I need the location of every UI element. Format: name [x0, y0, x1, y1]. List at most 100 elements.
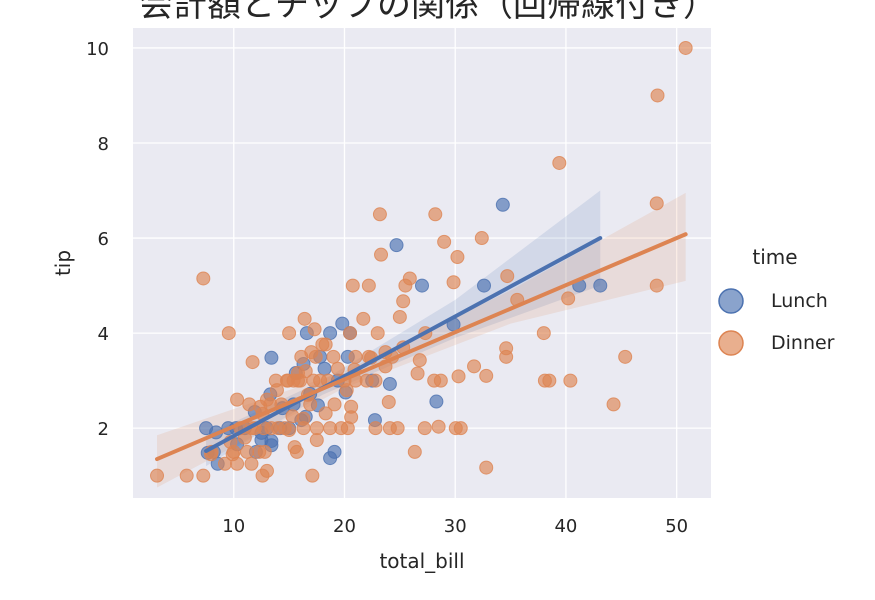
point-dinner: [606, 397, 621, 412]
point-dinner: [431, 419, 446, 434]
point-dinner: [561, 291, 576, 306]
point-dinner: [307, 322, 322, 337]
point-dinner: [230, 392, 245, 407]
point-dinner: [650, 88, 665, 103]
point-dinner: [372, 207, 387, 222]
point-dinner: [407, 444, 422, 459]
point-dinner: [500, 269, 515, 284]
point-lunch: [327, 444, 342, 459]
point-dinner: [396, 294, 411, 309]
point-lunch: [254, 433, 269, 448]
point-dinner: [323, 421, 338, 436]
point-dinner: [196, 271, 211, 286]
point-dinner: [398, 278, 413, 293]
point-dinner: [427, 373, 442, 388]
point-dinner: [345, 278, 360, 293]
y-tick-label: 4: [98, 324, 109, 345]
point-lunch: [415, 278, 429, 293]
point-dinner: [287, 440, 302, 455]
point-lunch: [317, 361, 332, 376]
regression-line-dinner: [155, 232, 688, 462]
y-tick-label: 6: [98, 229, 109, 250]
point-dinner: [649, 196, 664, 211]
tick-labels: 10 20 30 40 50 2 4 6 8 10: [86, 39, 688, 537]
point-dinner: [678, 40, 693, 55]
point-dinner: [437, 234, 452, 249]
point-dinner: [382, 421, 397, 436]
point-dinner: [257, 444, 272, 459]
chart-title: 会計額とチップの関係（回帰線付き）: [139, 0, 717, 25]
legend-marker-lunch: [718, 288, 744, 314]
point-dinner: [297, 311, 312, 326]
point-dinner: [305, 468, 320, 483]
point-dinner: [230, 456, 245, 471]
point-dinner: [499, 341, 514, 356]
point-dinner: [479, 368, 494, 383]
point-dinner: [304, 345, 319, 360]
point-dinner: [259, 463, 274, 478]
point-dinner: [344, 410, 359, 425]
point-dinner: [318, 406, 333, 421]
point-dinner: [240, 444, 255, 459]
point-dinner: [244, 456, 259, 471]
point-dinner: [537, 373, 552, 388]
point-dinner: [339, 383, 354, 398]
point-dinner: [417, 421, 432, 436]
point-dinner: [326, 349, 341, 364]
point-lunch: [495, 197, 510, 212]
point-dinner: [298, 364, 313, 379]
point-dinner: [348, 349, 363, 364]
point-lunch: [264, 350, 279, 365]
point-dinner: [309, 433, 324, 448]
point-dinner: [315, 337, 330, 352]
regression-lines: [155, 232, 688, 462]
point-lunch: [335, 316, 350, 331]
y-tick-label: 2: [98, 419, 109, 440]
point-dinner: [563, 373, 578, 388]
point-dinner: [296, 411, 311, 426]
point-dinner: [450, 250, 465, 265]
point-dinner: [370, 326, 385, 341]
x-tick-label: 50: [665, 516, 688, 537]
y-tick-label: 8: [98, 134, 109, 155]
point-dinner: [269, 383, 284, 398]
point-dinner: [479, 460, 494, 475]
point-lunch: [389, 238, 404, 253]
x-tick-label: 20: [333, 516, 356, 537]
point-dinner: [361, 278, 376, 293]
point-dinner: [368, 373, 383, 388]
point-lunch: [429, 394, 444, 409]
point-dinner: [467, 359, 482, 374]
point-dinner: [374, 247, 389, 262]
point-dinner: [451, 369, 466, 384]
point-lunch: [593, 278, 608, 293]
point-dinner: [150, 468, 165, 483]
point-lunch: [382, 376, 397, 391]
point-dinner: [649, 278, 664, 293]
point-dinner: [410, 366, 425, 381]
point-dinner: [277, 421, 292, 436]
scatter-points: [150, 40, 693, 483]
point-dinner: [356, 311, 371, 326]
point-dinner: [446, 275, 461, 290]
point-lunch: [477, 278, 492, 293]
point-dinner: [264, 421, 279, 436]
point-dinner: [327, 397, 342, 412]
x-tick-label: 40: [554, 516, 577, 537]
legend-title: time: [752, 245, 797, 269]
x-tick-label: 30: [444, 516, 467, 537]
point-dinner: [453, 421, 468, 436]
point-dinner: [618, 349, 633, 364]
point-dinner: [552, 155, 567, 170]
legend-label-lunch: Lunch: [771, 290, 828, 312]
point-dinner: [282, 326, 297, 341]
legend-marker-dinner: [718, 330, 744, 356]
point-dinner: [196, 468, 211, 483]
point-dinner: [368, 421, 383, 436]
point-dinner: [381, 395, 396, 410]
point-dinner: [428, 207, 443, 222]
point-dinner: [412, 353, 427, 368]
point-dinner: [245, 355, 260, 370]
